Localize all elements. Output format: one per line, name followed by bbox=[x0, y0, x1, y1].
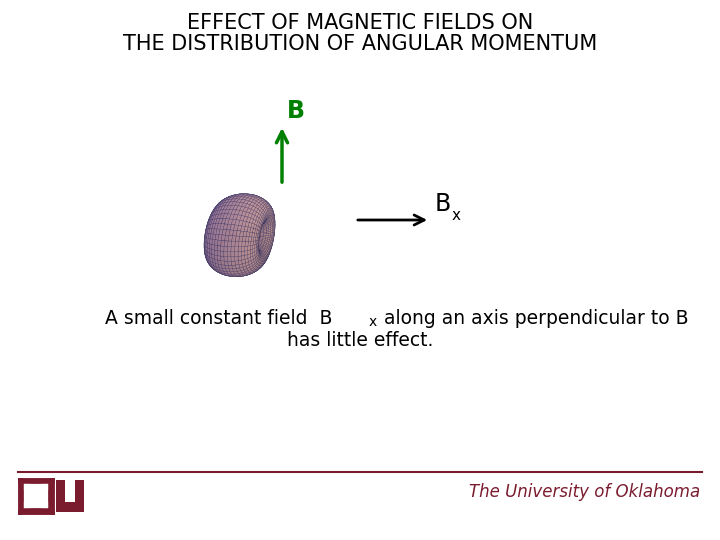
FancyBboxPatch shape bbox=[20, 480, 52, 512]
Text: The University of Oklahoma: The University of Oklahoma bbox=[469, 483, 700, 501]
Text: EFFECT OF MAGNETIC FIELDS ON: EFFECT OF MAGNETIC FIELDS ON bbox=[187, 13, 533, 33]
Text: has little effect.: has little effect. bbox=[287, 332, 433, 350]
FancyBboxPatch shape bbox=[56, 502, 84, 512]
Text: THE DISTRIBUTION OF ANGULAR MOMENTUM: THE DISTRIBUTION OF ANGULAR MOMENTUM bbox=[123, 34, 597, 54]
Text: A small constant field  B: A small constant field B bbox=[105, 308, 333, 327]
Text: B: B bbox=[287, 99, 305, 123]
Text: B: B bbox=[435, 192, 451, 216]
Text: x: x bbox=[452, 208, 461, 223]
Text: x: x bbox=[369, 315, 377, 329]
FancyBboxPatch shape bbox=[56, 480, 65, 512]
FancyBboxPatch shape bbox=[26, 486, 46, 506]
Text: along an axis perpendicular to B: along an axis perpendicular to B bbox=[378, 308, 688, 327]
FancyBboxPatch shape bbox=[75, 480, 84, 512]
